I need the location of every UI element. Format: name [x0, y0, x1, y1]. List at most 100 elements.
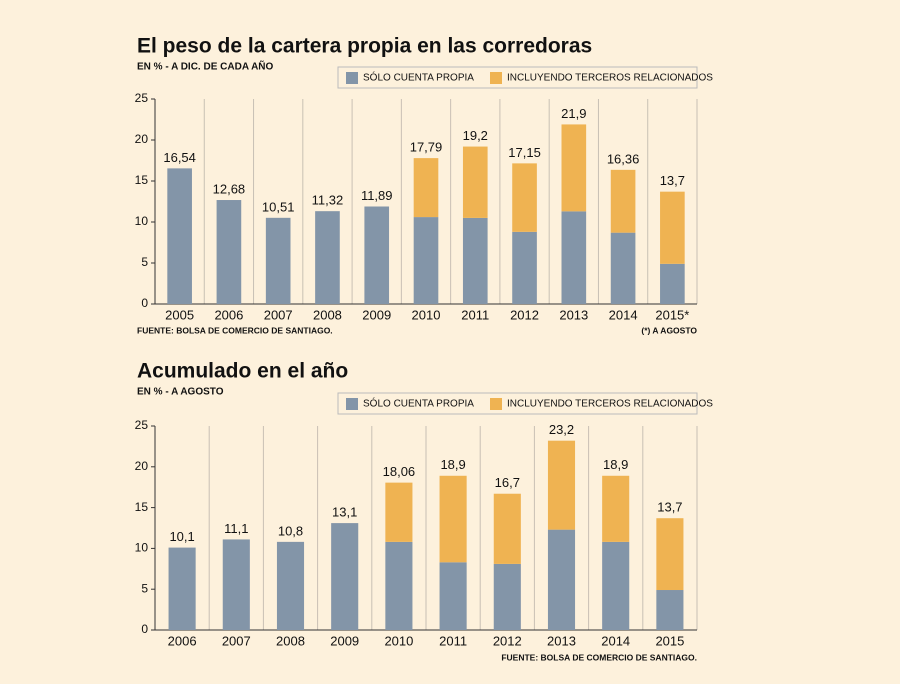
total-label: 10,1	[169, 529, 194, 544]
x-tick-label: 2011	[461, 307, 489, 322]
bar-segment	[493, 563, 521, 630]
y-tick-label: 25	[135, 91, 149, 105]
x-tick-label: 2009	[362, 307, 391, 322]
bar-segment	[602, 475, 630, 542]
x-tick-label: 2007	[222, 633, 251, 648]
bar-segment	[385, 482, 413, 542]
bar-segment	[660, 263, 685, 304]
bar-segment	[656, 590, 684, 630]
bar-segment	[364, 206, 390, 304]
total-label: 13,7	[657, 500, 682, 515]
total-label: 16,54	[163, 150, 196, 165]
x-tick-label: 2010	[384, 633, 413, 648]
bar-segment	[216, 200, 242, 304]
total-label: 12,68	[213, 181, 246, 196]
chart-title: Acumulado en el año	[137, 360, 348, 383]
x-tick-label: 2005	[165, 307, 194, 322]
y-tick-label: 5	[141, 581, 148, 595]
legend-swatch	[346, 398, 358, 410]
bar-segment	[561, 124, 587, 212]
x-tick-label: 2011	[439, 633, 467, 648]
bar-segment	[512, 231, 537, 304]
x-tick-label: 2010	[412, 307, 441, 322]
bar-segment	[547, 440, 576, 530]
total-label: 18,9	[603, 457, 628, 472]
total-label: 19,2	[463, 128, 488, 143]
total-label: 13,1	[332, 505, 357, 520]
bar-segment	[331, 523, 359, 630]
total-label: 16,7	[495, 475, 520, 490]
bar-segment	[265, 217, 291, 304]
y-tick-label: 10	[135, 214, 149, 228]
total-label: 17,79	[410, 140, 443, 155]
bar-segment	[462, 146, 488, 218]
legend-swatch	[490, 72, 502, 84]
total-label: 23,2	[549, 422, 574, 437]
total-label: 11,32	[312, 193, 344, 208]
chart-subtitle: EN % - A DIC. DE CADA AÑO	[137, 60, 274, 73]
y-tick-label: 10	[135, 541, 149, 555]
x-tick-label: 2008	[313, 307, 342, 322]
x-tick-label: 2009	[330, 633, 359, 648]
total-label: 11,89	[361, 188, 393, 203]
legend-box	[337, 66, 698, 89]
x-tick-label: 2014	[601, 633, 630, 648]
total-label: 21,9	[561, 106, 586, 121]
legend-label: SÓLO CUENTA PROPIA	[363, 397, 474, 410]
legend-swatch	[346, 72, 358, 84]
legend-label: INCLUYENDO TERCEROS RELACIONADOS	[507, 73, 713, 84]
legend-swatch	[490, 398, 502, 410]
bar-segment	[493, 493, 521, 564]
bar-segment	[610, 232, 636, 304]
bar-segment	[168, 547, 196, 630]
bar-segment	[385, 541, 413, 630]
y-tick-label: 0	[141, 296, 148, 310]
x-tick-label: 2007	[264, 307, 293, 322]
bar-segment	[276, 541, 305, 630]
legend-label: SÓLO CUENTA PROPIA	[363, 71, 474, 84]
bar-segment	[413, 158, 439, 218]
bar-segment	[602, 541, 630, 630]
footnote: (*) A AGOSTO	[641, 325, 697, 335]
legend-label: INCLUYENDO TERCEROS RELACIONADOS	[507, 399, 713, 410]
source: FUENTE: BOLSA DE COMERCIO DE SANTIAGO.	[501, 652, 697, 662]
bar-segment	[222, 539, 250, 630]
bar-segment	[413, 217, 439, 304]
bar-segment	[462, 217, 488, 304]
y-tick-label: 20	[135, 459, 149, 473]
bar-segment	[512, 163, 537, 232]
bar-segment	[656, 518, 684, 591]
total-label: 18,9	[440, 457, 465, 472]
bar-segment	[315, 211, 340, 304]
total-label: 16,36	[607, 151, 640, 166]
x-tick-label: 2006	[214, 307, 243, 322]
chart-subtitle: EN % - A AGOSTO	[137, 387, 224, 398]
y-tick-label: 0	[141, 622, 148, 636]
y-tick-label: 20	[135, 132, 149, 146]
bar-segment	[547, 529, 576, 630]
total-label: 18,06	[383, 464, 416, 479]
bar-segment	[439, 475, 467, 563]
total-label: 10,8	[278, 523, 303, 538]
x-tick-label: 2006	[168, 633, 197, 648]
total-label: 11,1	[224, 521, 248, 536]
x-tick-label: 2014	[609, 307, 638, 322]
x-tick-label: 2013	[547, 633, 576, 648]
source: FUENTE: BOLSA DE COMERCIO DE SANTIAGO.	[137, 325, 333, 335]
bar-segment	[561, 211, 587, 304]
x-tick-label: 2013	[559, 307, 588, 322]
y-tick-label: 5	[141, 255, 148, 269]
total-label: 13,7	[660, 173, 685, 188]
y-tick-label: 25	[135, 418, 149, 432]
x-tick-label: 2008	[276, 633, 305, 648]
bar-segment	[660, 191, 685, 264]
y-tick-label: 15	[135, 500, 149, 514]
bar-segment	[439, 562, 467, 630]
y-tick-label: 15	[135, 173, 149, 187]
x-tick-label: 2012	[493, 633, 522, 648]
bar-segment	[610, 169, 636, 233]
bar-segment	[167, 168, 192, 304]
x-tick-label: 2015*	[655, 307, 689, 322]
x-tick-label: 2015	[655, 633, 684, 648]
